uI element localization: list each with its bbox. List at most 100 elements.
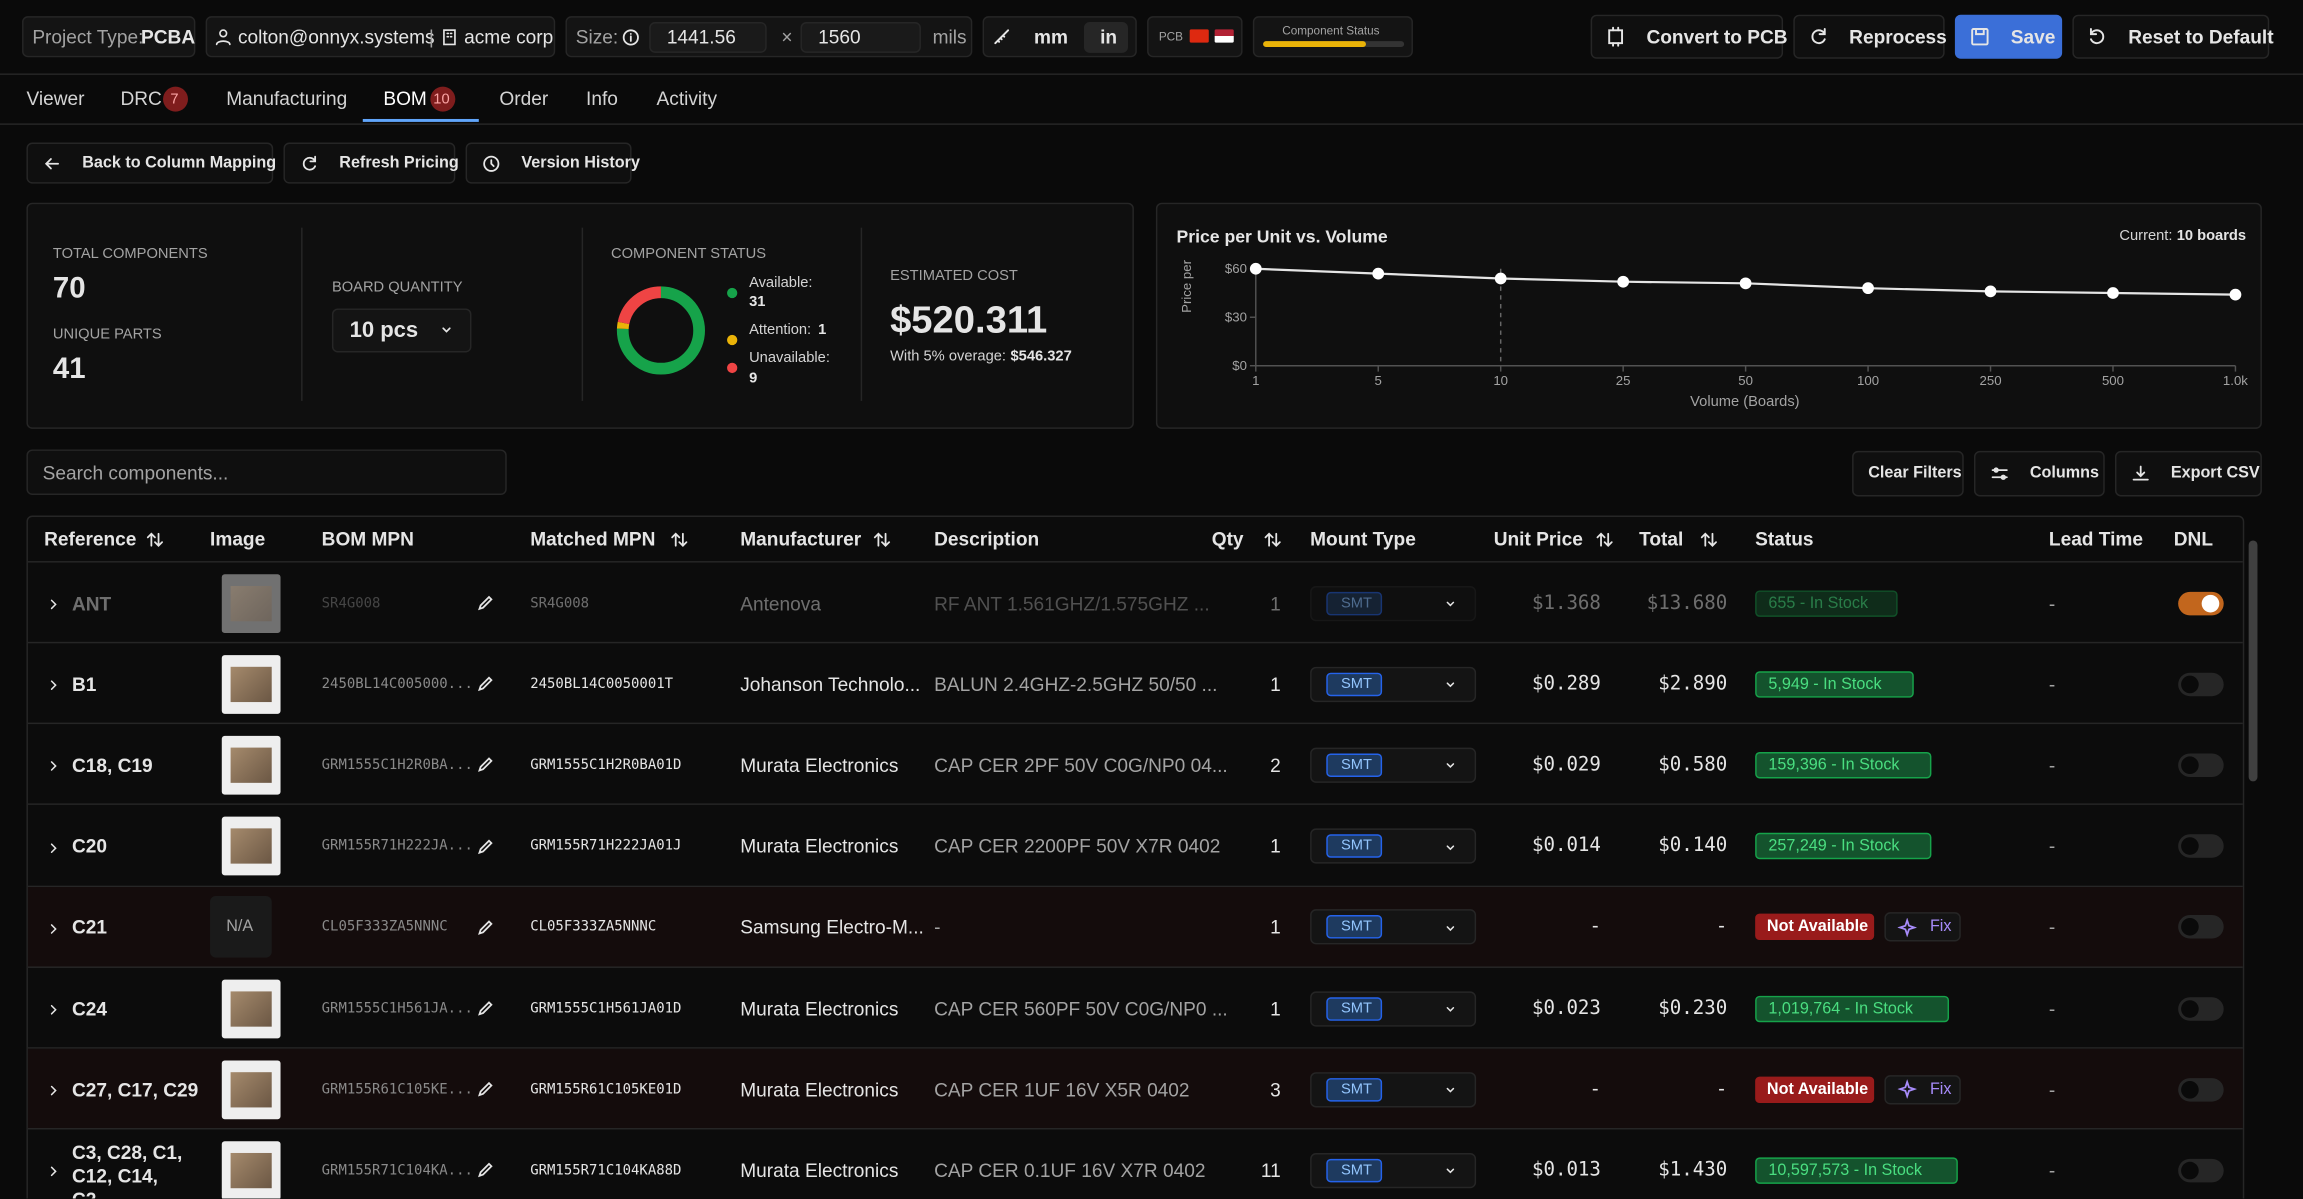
edit-icon-glyph	[475, 1161, 494, 1180]
bom-mpn: 2450BL14C005000...	[322, 676, 473, 692]
part-image-chip	[231, 747, 272, 782]
price-point	[1495, 273, 1507, 285]
sort-icon-glyph	[145, 529, 164, 548]
bom-mpn: GRM155R61C105KE...	[322, 1081, 473, 1097]
expand-chevron[interactable]	[45, 1162, 61, 1178]
chevron-glyph	[1442, 1002, 1458, 1018]
edit-icon[interactable]	[475, 837, 494, 856]
status: Not Available	[1767, 1081, 1868, 1099]
sort-icon[interactable]	[1699, 529, 1718, 548]
sort-icon[interactable]	[872, 529, 891, 548]
expand-chevron[interactable]	[45, 838, 61, 854]
dnl-toggle[interactable]	[2178, 1078, 2224, 1102]
bom-mpn: GRM155R71C104KA...	[322, 1162, 473, 1178]
placeholder: Search components...	[43, 462, 229, 484]
part-image-chip	[231, 1153, 272, 1188]
price-point	[2107, 287, 2119, 299]
sparkle-icon	[1897, 918, 1916, 937]
sparkle-icon-glyph	[1897, 918, 1916, 937]
total: $1.430	[1658, 1159, 1727, 1181]
image-na: N/A	[226, 918, 253, 936]
edit-icon[interactable]	[475, 999, 494, 1018]
total: $0.580	[1658, 754, 1727, 776]
status: 655 - In Stock	[1768, 594, 1868, 612]
price-point	[1985, 286, 1997, 298]
lead-time: -	[2049, 1078, 2055, 1100]
dnl-toggle[interactable]	[2178, 753, 2224, 777]
expand-chevron-glyph	[45, 1164, 61, 1180]
x-tick-label: 100	[1839, 373, 1898, 388]
sort-icon-glyph	[872, 529, 891, 548]
mount: SMT	[1341, 595, 1372, 611]
sort-icon[interactable]	[145, 529, 164, 548]
edit-icon[interactable]	[475, 1080, 494, 1099]
matched-mpn: CL05F333ZA5NNNC	[530, 919, 656, 935]
fix: Fix	[1930, 1081, 1952, 1099]
sort-icon-glyph	[1262, 529, 1281, 548]
lead-time: -	[2049, 592, 2055, 614]
toggle-knob	[2181, 918, 2199, 936]
dnl-toggle[interactable]	[2178, 834, 2224, 858]
total: $2.890	[1658, 673, 1727, 695]
part-image-chip	[231, 585, 272, 620]
edit-icon-glyph	[475, 837, 494, 856]
edit-icon[interactable]	[475, 593, 494, 612]
dnl-toggle[interactable]	[2178, 672, 2224, 696]
expand-chevron-glyph	[45, 596, 61, 612]
expand-chevron[interactable]	[45, 1000, 61, 1016]
edit-icon[interactable]	[475, 756, 494, 775]
expand-chevron[interactable]	[45, 919, 61, 935]
dnl-toggle[interactable]	[2178, 1159, 2224, 1183]
chevron-glyph	[1442, 921, 1458, 937]
sort-icon[interactable]	[1594, 529, 1613, 548]
column-header: Image	[210, 528, 265, 550]
lead-time: -	[2049, 997, 2055, 1019]
part-image-chip	[231, 1072, 272, 1107]
unit-price: $0.013	[1532, 1159, 1601, 1181]
edit-icon[interactable]	[475, 1161, 494, 1180]
price-point	[1862, 282, 1874, 294]
column-header: DNL	[2174, 528, 2213, 550]
status: 1,019,764 - In Stock	[1768, 999, 1913, 1017]
chevron	[1442, 919, 1458, 935]
dnl-toggle[interactable]	[2178, 915, 2224, 939]
total: -	[1716, 916, 1727, 938]
sparkle-icon	[1897, 1080, 1916, 1099]
sort-icon[interactable]	[1262, 529, 1281, 548]
dnl-toggle[interactable]	[2178, 591, 2224, 615]
total: $0.140	[1658, 835, 1727, 857]
qty: 11	[1261, 1159, 1281, 1181]
expand-chevron[interactable]	[45, 757, 61, 773]
mount: SMT	[1341, 1162, 1372, 1178]
dnl-toggle[interactable]	[2178, 997, 2224, 1021]
expand-chevron[interactable]	[45, 1081, 61, 1097]
sort-icon[interactable]	[669, 529, 688, 548]
bom-mpn: SR4G008	[322, 595, 381, 611]
line-chart	[0, 0, 2303, 441]
edit-icon[interactable]	[475, 674, 494, 693]
expand-chevron[interactable]	[45, 676, 61, 692]
matched-mpn: GRM155R61C105KE01D	[530, 1081, 681, 1097]
expand-chevron[interactable]	[45, 595, 61, 611]
status: 10,597,573 - In Stock	[1768, 1162, 1922, 1180]
reference: ANT	[72, 592, 111, 614]
matched-mpn: GRM155R71C104KA88D	[530, 1162, 681, 1178]
price-point	[1250, 263, 1262, 275]
status: 159,396 - In Stock	[1768, 756, 1899, 774]
description: CAP CER 560PF 50V C0G/NP0 ...	[934, 997, 1228, 1019]
expand-chevron-glyph	[45, 1083, 61, 1099]
matched-mpn: GRM155R71H222JA01J	[530, 838, 681, 854]
button-label: Columns	[2030, 464, 2099, 482]
edit-icon-glyph	[475, 674, 494, 693]
total: $0.230	[1658, 997, 1727, 1019]
expand-chevron-glyph	[45, 1002, 61, 1018]
matched-mpn: GRM1555C1H561JA01D	[530, 1000, 681, 1016]
scrollbar	[2249, 541, 2258, 782]
edit-icon[interactable]	[475, 918, 494, 937]
toggle-knob	[2181, 999, 2199, 1017]
edit-icon-glyph	[475, 918, 494, 937]
reference: C20	[72, 835, 107, 857]
price-point	[1617, 276, 1629, 288]
